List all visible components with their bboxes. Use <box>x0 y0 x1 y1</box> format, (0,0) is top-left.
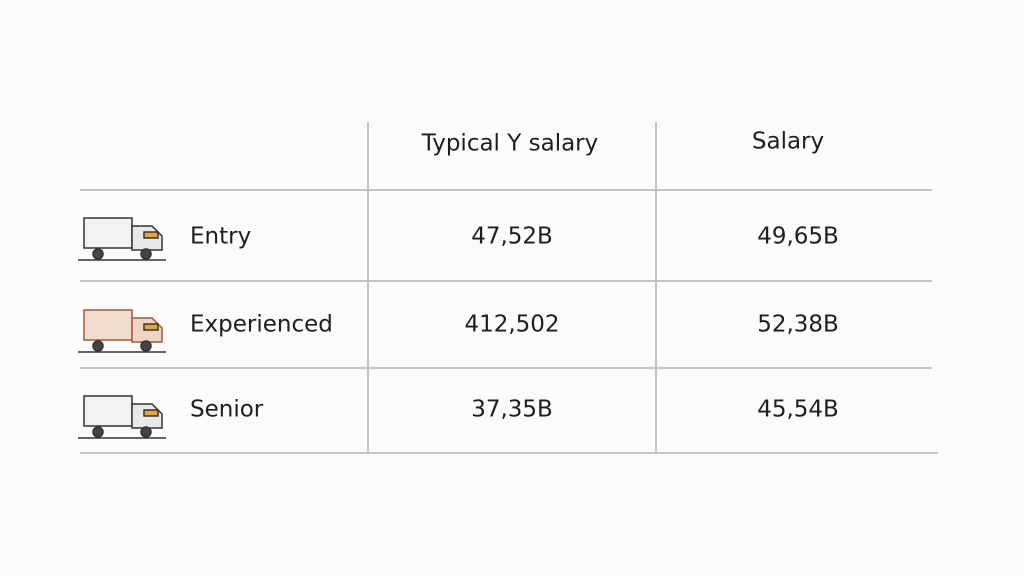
truck-icon <box>78 217 166 261</box>
table-grid <box>80 122 938 454</box>
row-label: Experienced <box>190 312 333 338</box>
cell-value: 47,52B <box>471 224 553 250</box>
cell-value: 412,502 <box>464 312 559 338</box>
column-header: Typical Y salary <box>421 131 599 157</box>
cell-value: 45,54B <box>757 397 839 423</box>
cell-value: 49,65B <box>757 224 839 250</box>
column-header: Salary <box>752 129 824 155</box>
truck-icon <box>78 309 166 353</box>
row-label: Senior <box>190 397 264 423</box>
truck-icon <box>78 395 166 439</box>
cell-value: 52,38B <box>757 312 839 338</box>
truck-icons <box>78 217 166 439</box>
cell-value: 37,35B <box>471 397 553 423</box>
row-label: Entry <box>190 224 251 250</box>
